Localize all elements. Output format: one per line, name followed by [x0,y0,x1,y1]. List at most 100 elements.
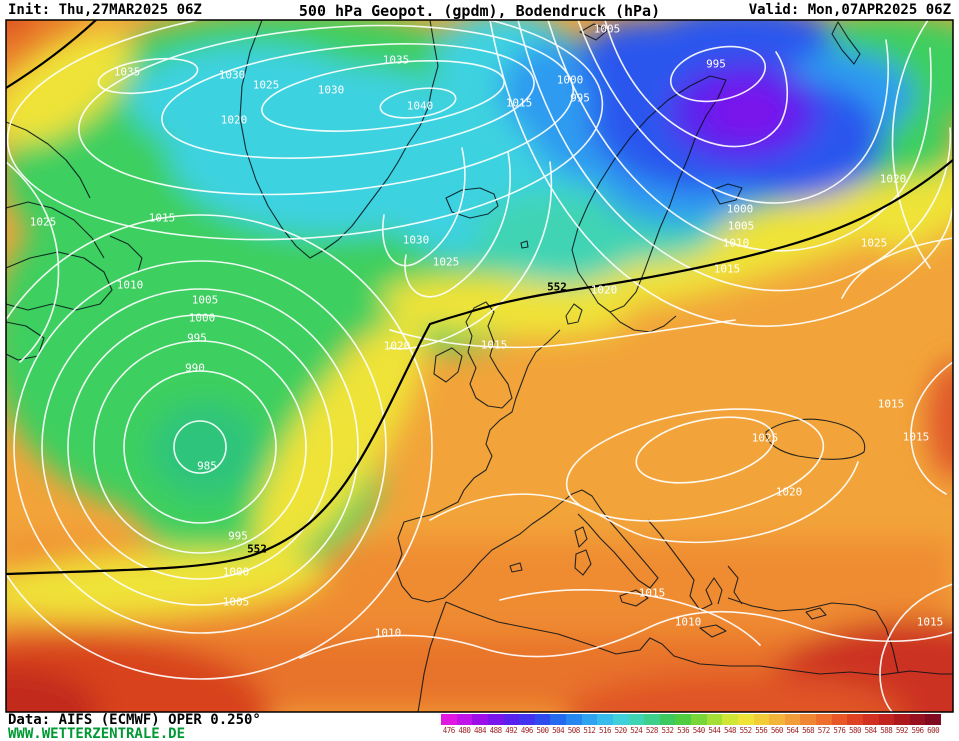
legend-cell: 544 [706,714,723,735]
legend-value: 512 [583,726,596,735]
color-scale-legend: 476 480 484 488 492 496 500 504 508 512 516 520 524 5… [441,714,941,735]
valid-time-label: Valid: Mon,07APR2025 06Z [748,2,951,18]
legend-value: 600 [927,726,940,735]
legend-swatch [722,714,738,725]
legend-cell: 524 [628,714,645,735]
legend-cell: 592 [894,714,910,735]
chart-title: 500 hPa Geopot. (gpdm), Bodendruck (hPa) [298,2,661,20]
legend-value: 504 [552,726,565,735]
website-label: WWW.WETTERZENTRALE.DE [8,726,186,741]
legend-cell: 536 [675,714,691,735]
legend-cell: 496 [519,714,535,735]
legend-cell: 492 [503,714,520,735]
legend-swatch [753,714,770,725]
legend-cell: 532 [659,714,676,735]
legend-swatch [487,714,504,725]
legend-value: 492 [505,726,518,735]
legend-value: 576 [833,726,846,735]
legend-swatch [769,714,785,725]
legend-cell: 568 [800,714,816,735]
legend-swatch [706,714,723,725]
legend-swatch [441,714,457,725]
legend-swatch [566,714,582,725]
legend-value: 488 [489,726,503,735]
legend-cell: 580 [847,714,863,735]
legend-value: 548 [724,726,737,735]
legend-swatch [456,714,473,725]
legend-swatch [816,714,832,725]
legend-value: 580 [849,726,862,735]
legend-swatch [472,714,488,725]
legend-cell: 520 [612,714,629,735]
legend-swatch [737,714,754,725]
legend-value: 552 [739,726,753,735]
legend-cell: 480 [456,714,473,735]
legend-cell: 556 [753,714,770,735]
legend-cell: 576 [831,714,848,735]
legend-cell: 572 [816,714,832,735]
legend-cell: 484 [472,714,488,735]
legend-swatch [925,714,941,725]
legend-value: 584 [864,726,878,735]
legend-cell: 596 [909,714,926,735]
legend-cell: 504 [550,714,566,735]
geopotential-552-contour [6,20,953,576]
legend-value: 528 [645,726,659,735]
legend-cell: 528 [644,714,660,735]
legend-value: 476 [442,726,456,735]
legend-swatch [581,714,598,725]
legend-cell: 564 [784,714,801,735]
legend-value: 516 [599,726,612,735]
legend-swatch [534,714,551,725]
legend-swatch [628,714,645,725]
legend-value: 556 [755,726,768,735]
legend-cell: 500 [534,714,551,735]
legend-value: 480 [458,726,471,735]
legend-value: 524 [630,726,643,735]
isobars [6,20,953,712]
legend-value: 588 [880,726,893,735]
legend-value: 536 [677,726,690,735]
legend-value: 484 [474,726,487,735]
legend-value: 544 [708,726,721,735]
legend-cell: 548 [722,714,738,735]
legend-value: 496 [520,726,534,735]
legend-swatch [691,714,707,725]
legend-swatch [597,714,613,725]
legend-swatch [894,714,910,725]
data-source-label: Data: AIFS (ECMWF) OPER 0.250° [8,712,261,728]
legend-value: 508 [567,726,581,735]
legend-value: 572 [817,726,831,735]
legend-swatch [831,714,848,725]
legend-value: 532 [661,726,675,735]
legend-swatch [550,714,566,725]
legend-swatch [784,714,801,725]
legend-cell: 540 [691,714,707,735]
init-time-label: Init: Thu,27MAR2025 06Z [8,2,202,18]
legend-value: 500 [536,726,550,735]
legend-cell: 600 [925,714,941,735]
legend-swatch [519,714,535,725]
legend-value: 560 [770,726,784,735]
legend-swatch [659,714,676,725]
legend-cell: 516 [597,714,613,735]
legend-swatch [644,714,660,725]
legend-cell: 552 [737,714,754,735]
legend-value: 520 [614,726,628,735]
legend-cell: 588 [878,714,895,735]
legend-cell: 584 [862,714,879,735]
legend-swatch [800,714,816,725]
legend-value: 540 [692,726,706,735]
legend-value: 592 [895,726,909,735]
map-border [5,19,954,713]
legend-cell: 512 [581,714,598,735]
legend-swatch [675,714,691,725]
legend-cell: 560 [769,714,785,735]
legend-swatch [847,714,863,725]
legend-swatch [503,714,520,725]
legend-value: 564 [786,726,800,735]
legend-swatch [612,714,629,725]
